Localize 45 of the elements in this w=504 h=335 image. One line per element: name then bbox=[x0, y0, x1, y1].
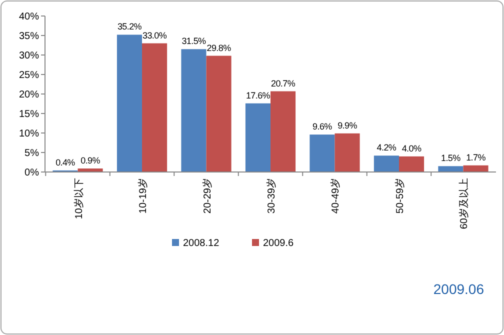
x-tick-label: 10岁以下 bbox=[72, 178, 85, 220]
data-label: 1.5% bbox=[441, 153, 461, 164]
x-tick-label: 60岁及以上 bbox=[458, 178, 470, 230]
data-label: 29.8% bbox=[206, 42, 232, 53]
y-tick-label: 5% bbox=[24, 148, 40, 159]
bar bbox=[463, 165, 488, 172]
data-label: 0.9% bbox=[80, 155, 100, 166]
bar bbox=[334, 133, 360, 172]
bar bbox=[374, 156, 399, 172]
bar bbox=[206, 56, 232, 172]
x-tick-label: 10-19岁 bbox=[137, 178, 150, 214]
data-label: 4.2% bbox=[376, 142, 396, 153]
bar bbox=[116, 34, 142, 172]
y-tick-label: 10% bbox=[18, 128, 40, 140]
y-tick-label: 30% bbox=[18, 50, 40, 62]
text: 2009.06 bbox=[433, 281, 484, 297]
data-label: 17.6% bbox=[246, 90, 270, 100]
y-tick-label: 35% bbox=[18, 31, 40, 42]
y-tick-label: 25% bbox=[18, 70, 40, 81]
data-label: 35.2% bbox=[117, 22, 142, 32]
x-tick-label: 50-59岁 bbox=[394, 178, 406, 214]
data-label: 9.9% bbox=[338, 120, 358, 130]
data-label: 4.0% bbox=[402, 143, 422, 154]
y-tick-label: 0% bbox=[24, 168, 40, 178]
legend-label: 2008.12 bbox=[183, 238, 220, 249]
bar bbox=[398, 156, 424, 172]
data-label: 31.5% bbox=[182, 36, 206, 46]
bar bbox=[181, 49, 206, 172]
bar bbox=[270, 91, 296, 172]
data-label: 9.6% bbox=[312, 122, 332, 132]
bar bbox=[438, 166, 464, 172]
bar bbox=[245, 103, 270, 172]
data-label: 0.4% bbox=[56, 157, 76, 168]
data-label: 1.7% bbox=[466, 152, 486, 162]
bar bbox=[142, 43, 168, 172]
x-tick-label: 20-29岁 bbox=[201, 178, 214, 214]
y-tick-label: 20% bbox=[18, 90, 40, 100]
y-tick-label: 40% bbox=[18, 12, 40, 22]
bar bbox=[310, 134, 335, 172]
y-tick-label: 15% bbox=[18, 109, 40, 120]
legend-label: 2009.6 bbox=[263, 238, 294, 249]
x-tick-label: 40-49岁 bbox=[330, 178, 342, 214]
x-tick-label: 30-39岁 bbox=[266, 178, 278, 214]
data-label: 20.7% bbox=[271, 78, 296, 88]
data-label: 33.0% bbox=[142, 30, 167, 40]
